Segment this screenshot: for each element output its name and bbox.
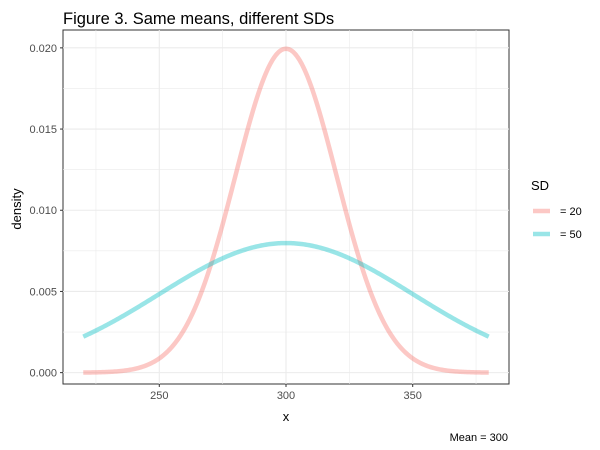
x-axis-title: x	[283, 409, 290, 424]
legend: SD = 20 = 50	[531, 178, 582, 241]
density-curve-sd-50	[82, 240, 490, 339]
y-tick-label: 0.015	[29, 124, 57, 136]
density-curve-sd-20	[82, 46, 490, 375]
y-axis-title: density	[9, 188, 24, 230]
y-tick-label: 0.020	[29, 43, 57, 55]
x-tick-label: 350	[404, 390, 422, 402]
y-tick-label: 0.005	[29, 286, 57, 298]
legend-label: = 50	[560, 229, 582, 241]
y-tick-label: 0.010	[29, 205, 57, 217]
caption: Mean = 300	[450, 432, 508, 444]
chart-title: Figure 3. Same means, different SDs	[63, 10, 334, 28]
legend-title: SD	[531, 178, 549, 193]
legend-label: = 20	[560, 206, 582, 218]
series-layer	[82, 46, 490, 375]
y-tick-label: 0.000	[29, 368, 57, 380]
axis-ticks: 250 300 350 0.000 0.005 0.010 0.015 0.020	[29, 43, 421, 402]
grid-lines	[63, 30, 509, 384]
x-tick-label: 250	[150, 390, 168, 402]
x-tick-label: 300	[277, 390, 295, 402]
